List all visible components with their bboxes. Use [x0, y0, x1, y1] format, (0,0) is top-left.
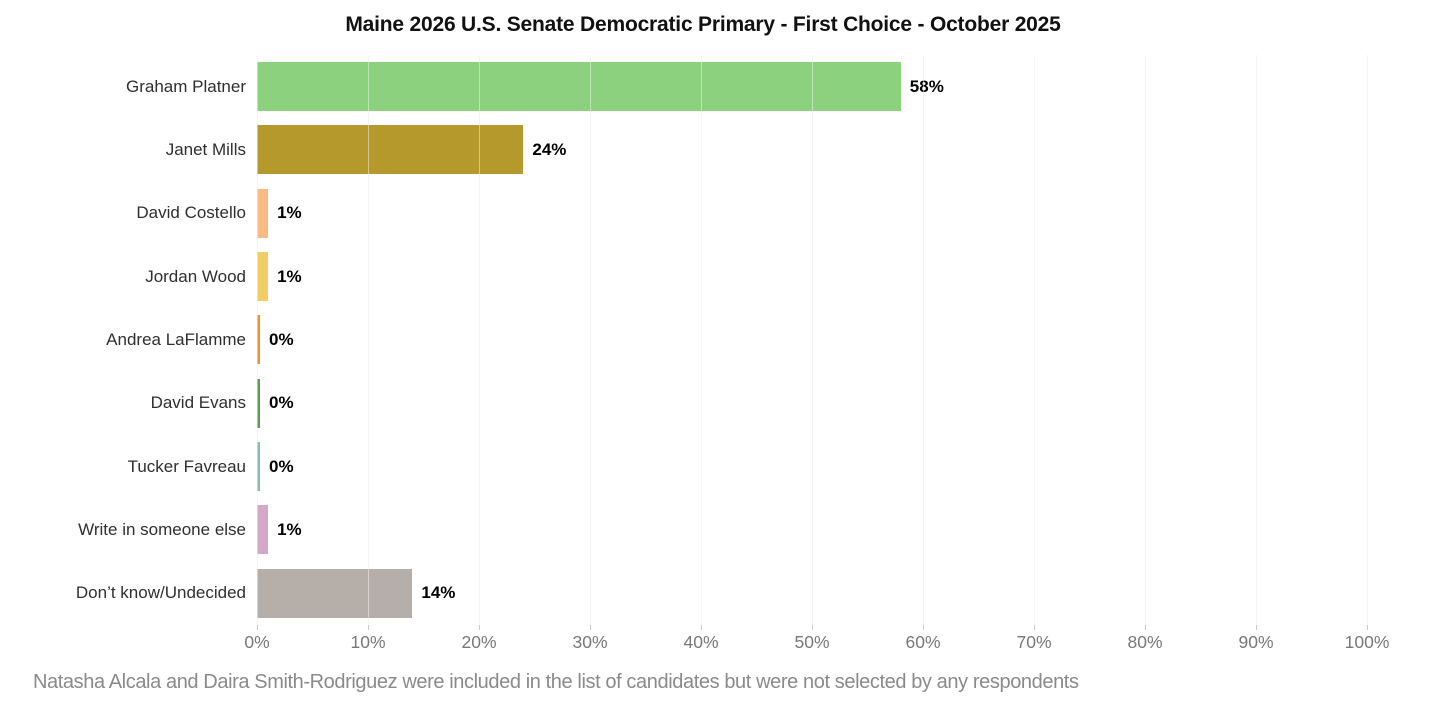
- bar[interactable]: [257, 442, 260, 492]
- category-label: David Evans: [150, 393, 246, 413]
- axis-tick: [812, 625, 813, 630]
- value-label: 1%: [277, 266, 302, 286]
- bar[interactable]: [257, 188, 269, 238]
- axis-tick: [1256, 625, 1257, 630]
- bar-row: Jordan Wood 1%: [0, 245, 1456, 308]
- category-label: Janet Mills: [165, 139, 246, 159]
- value-label: 0%: [269, 393, 294, 413]
- bar[interactable]: [257, 315, 260, 365]
- x-axis-tick-label: 50%: [794, 632, 830, 652]
- axis-tick: [701, 625, 702, 630]
- axis-tick: [1034, 625, 1035, 630]
- x-axis-tick-label: 60%: [905, 632, 941, 652]
- category-label: Don’t know/Undecided: [75, 583, 246, 603]
- x-axis-tick-label: 30%: [572, 632, 608, 652]
- x-axis-labels: 0% 10% 20% 30% 40% 50% 60% 70% 80% 90% 100%: [244, 632, 1389, 656]
- category-label: David Costello: [136, 203, 246, 223]
- value-label: 1%: [277, 203, 302, 223]
- x-axis-tick-label: 100%: [1344, 632, 1390, 652]
- category-label: Tucker Favreau: [127, 456, 246, 476]
- x-axis-tick-label: 0%: [244, 632, 270, 652]
- value-label: 58%: [909, 76, 944, 96]
- value-label: 14%: [421, 583, 456, 603]
- x-axis-tick-label: 90%: [1238, 632, 1274, 652]
- x-axis-tick-label: 70%: [1016, 632, 1052, 652]
- bar-row: Janet Mills 24%: [0, 118, 1456, 181]
- axis-tick: [923, 625, 924, 630]
- bar-row: David Costello 1%: [0, 182, 1456, 245]
- value-label: 0%: [269, 329, 294, 349]
- bar-row: Graham Platner 58%: [0, 55, 1456, 118]
- value-label: 0%: [269, 456, 294, 476]
- category-label: Andrea LaFlamme: [106, 329, 246, 349]
- value-label: 1%: [277, 519, 302, 539]
- bar-row: Andrea LaFlamme 0%: [0, 308, 1456, 371]
- bar-row: Tucker Favreau 0%: [0, 435, 1456, 498]
- x-axis-tick-label: 80%: [1127, 632, 1163, 652]
- axis-tick: [479, 625, 480, 630]
- x-axis-tick-label: 20%: [461, 632, 497, 652]
- bar[interactable]: [257, 568, 413, 618]
- category-label: Jordan Wood: [145, 266, 246, 286]
- bar-row: David Evans 0%: [0, 372, 1456, 435]
- bar[interactable]: [257, 505, 269, 555]
- bar-row: Write in someone else 1%: [0, 498, 1456, 561]
- category-label: Graham Platner: [126, 76, 246, 96]
- bar-row: Don’t know/Undecided 14%: [0, 562, 1456, 625]
- axis-tick: [368, 625, 369, 630]
- x-axis-tick-label: 40%: [683, 632, 719, 652]
- axis-tick: [1145, 625, 1146, 630]
- x-axis-ticks: [257, 625, 1368, 631]
- axis-tick: [590, 625, 591, 630]
- bar[interactable]: [257, 62, 901, 112]
- category-label: Write in someone else: [78, 519, 246, 539]
- bar[interactable]: [257, 125, 524, 175]
- bar-rows-container: Graham Platner 58% Janet Mills 24% David Cos…: [0, 55, 1456, 625]
- x-axis-tick-label: 10%: [350, 632, 386, 652]
- axis-tick: [257, 625, 258, 630]
- chart-title: Maine 2026 U.S. Senate Democratic Primar…: [345, 13, 1061, 36]
- chart-footnote: Natasha Alcala and Daira Smith-Rodriguez…: [33, 671, 1079, 693]
- value-label: 24%: [532, 139, 567, 159]
- bar[interactable]: [257, 252, 269, 302]
- bar[interactable]: [257, 378, 260, 428]
- axis-tick: [1367, 625, 1368, 630]
